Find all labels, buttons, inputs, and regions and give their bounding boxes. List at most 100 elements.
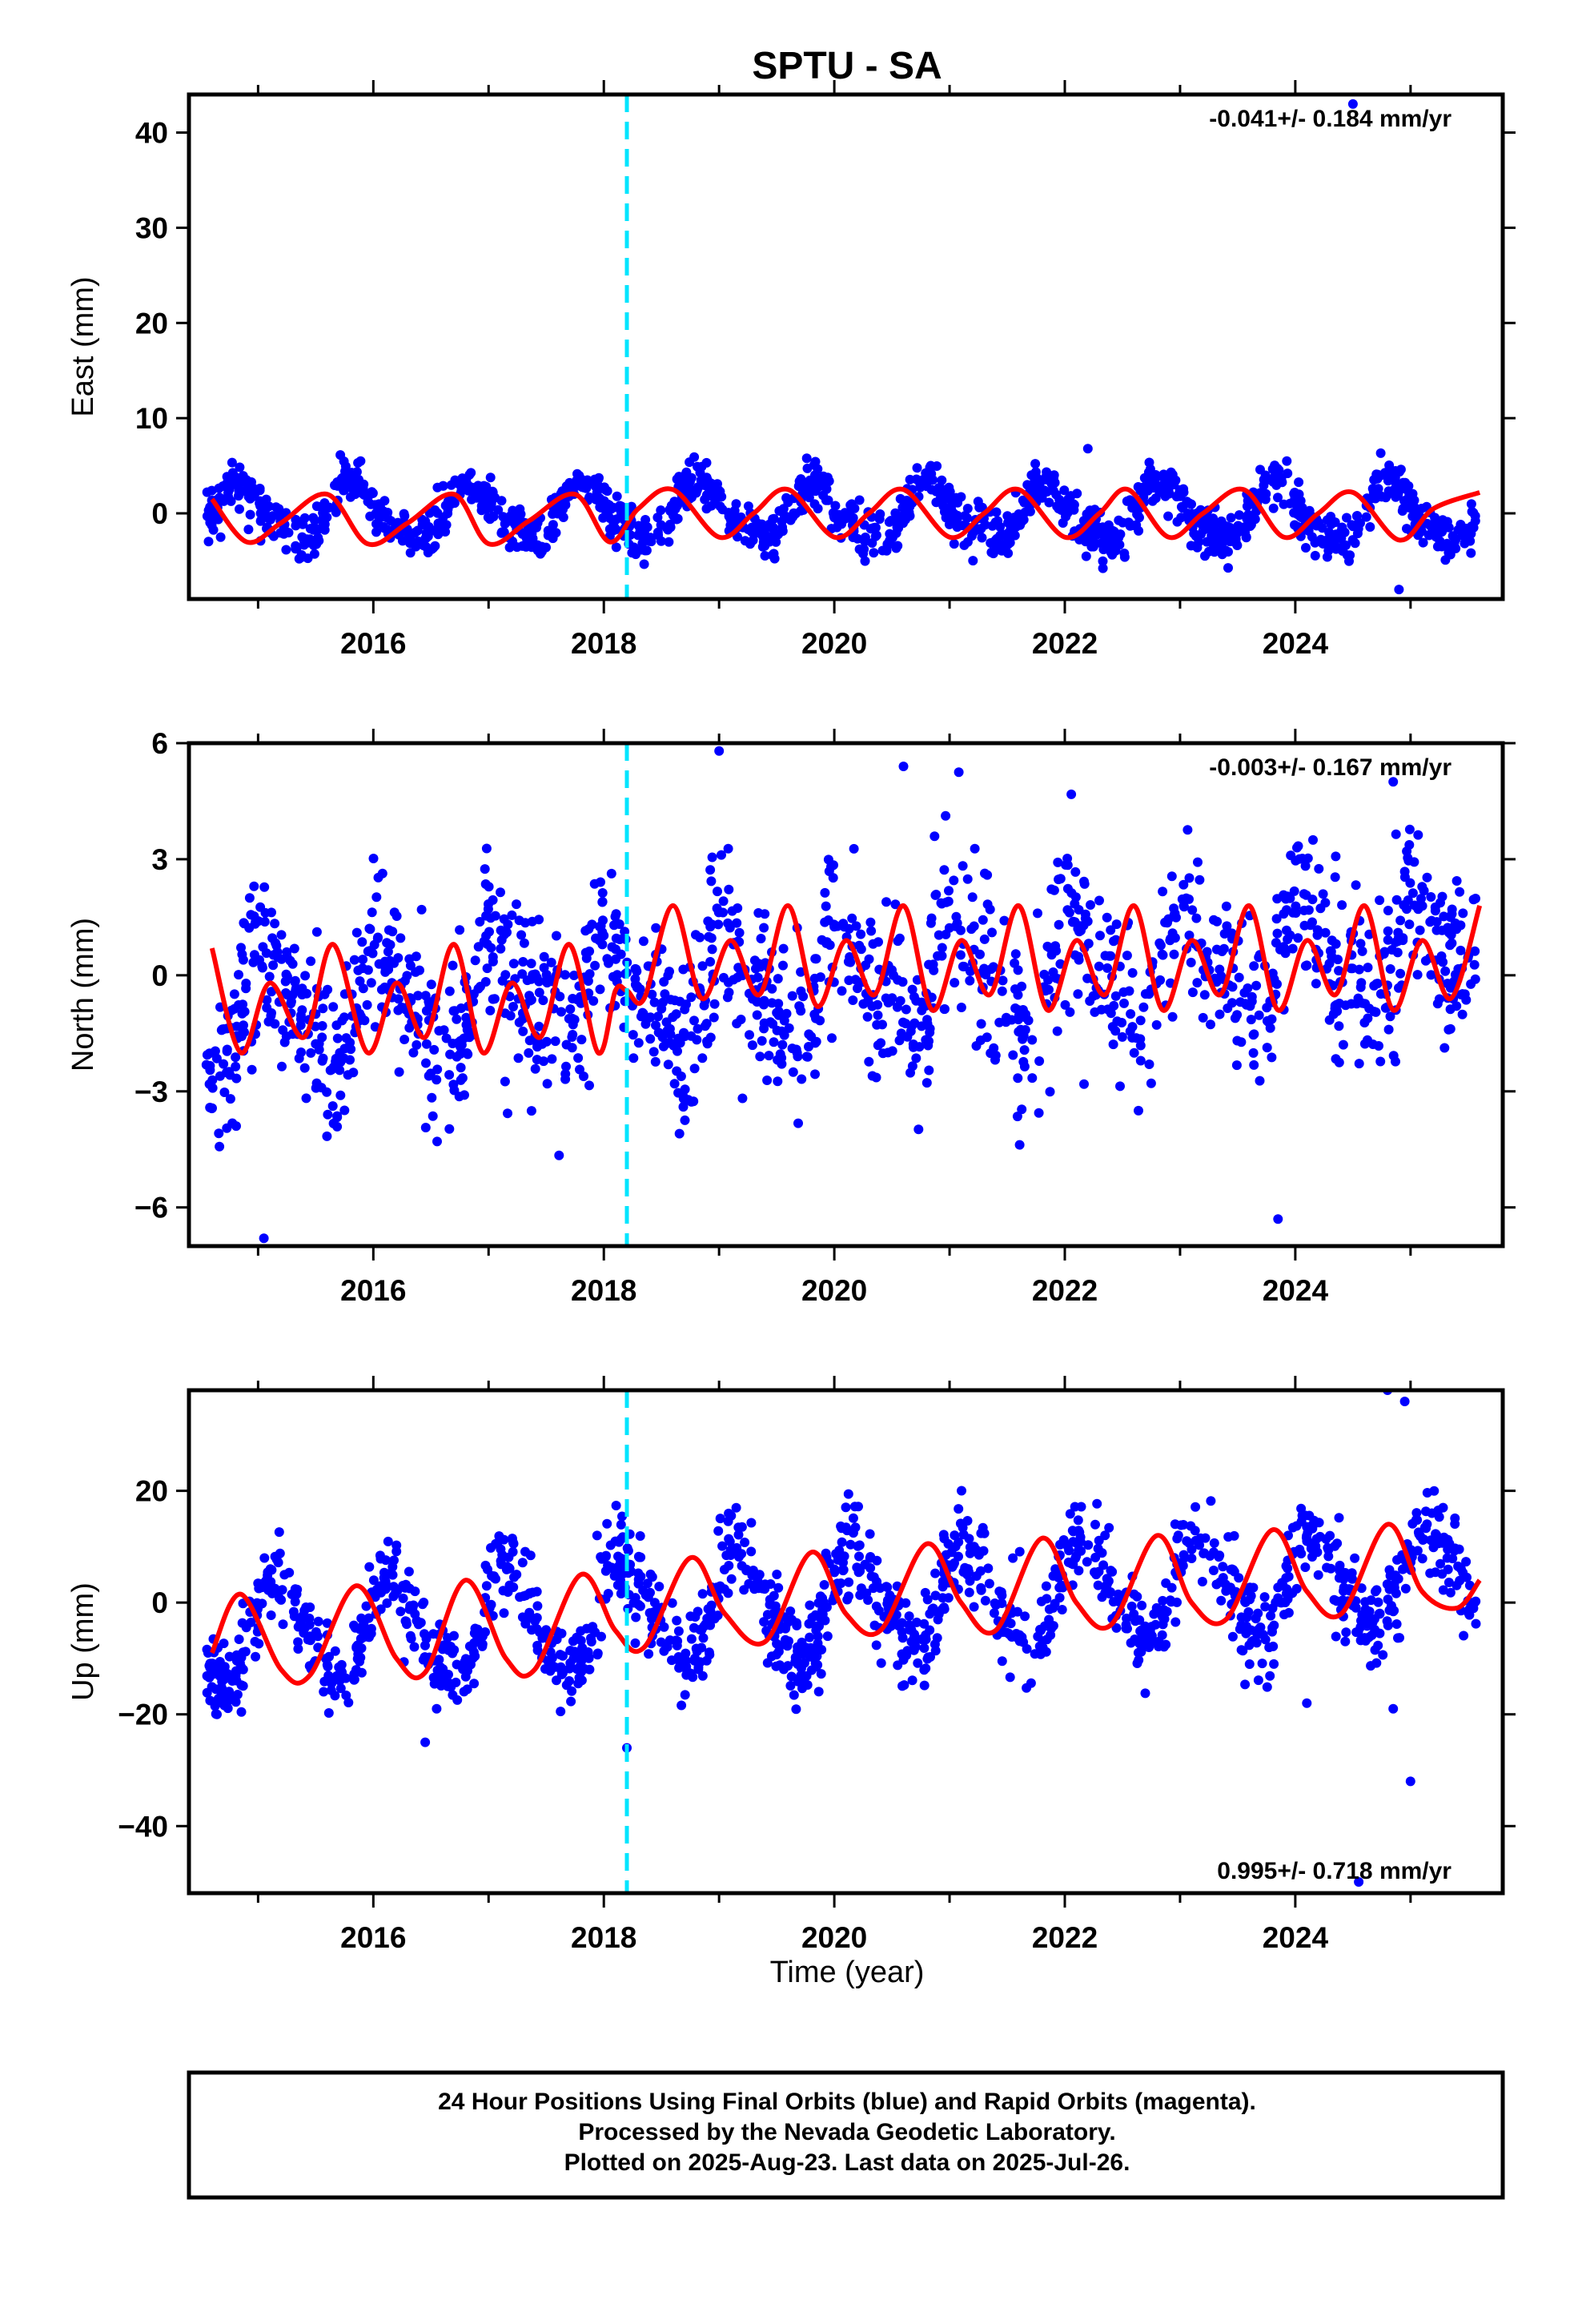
data-point [1103, 520, 1114, 530]
data-point [576, 1626, 586, 1636]
data-point [774, 1641, 785, 1651]
data-point [1042, 1594, 1052, 1604]
data-point [566, 1696, 576, 1707]
data-point [1222, 921, 1232, 931]
data-point [949, 875, 959, 886]
data-point [631, 1612, 641, 1622]
data-point [1109, 936, 1118, 947]
velocity-rate-label: -0.041+/- 0.184 mm/yr [1209, 106, 1452, 132]
data-point [1373, 1597, 1383, 1607]
data-point [665, 1037, 675, 1047]
data-point [1403, 487, 1414, 497]
data-point [375, 1581, 386, 1591]
data-point [939, 865, 950, 875]
data-point [1393, 1574, 1403, 1584]
data-point [647, 989, 657, 999]
data-point [543, 530, 553, 541]
data-point [239, 1027, 249, 1037]
data-point [439, 1025, 449, 1035]
data-point [257, 961, 267, 971]
data-point [556, 1628, 567, 1638]
data-point [237, 949, 247, 959]
data-point [1022, 1644, 1032, 1654]
data-point [789, 1690, 799, 1700]
data-point [1331, 851, 1341, 862]
x-tick-label: 2022 [1032, 1274, 1098, 1307]
data-point [709, 1012, 719, 1023]
data-point [1206, 1496, 1216, 1506]
data-point [695, 932, 705, 943]
data-point [1094, 895, 1104, 906]
data-point [1334, 966, 1344, 976]
data-point [616, 1589, 626, 1598]
data-point [456, 1075, 466, 1085]
data-point [1320, 927, 1331, 938]
data-point [481, 843, 492, 854]
data-point [1365, 522, 1375, 532]
data-point [1357, 946, 1367, 956]
data-point [903, 499, 913, 509]
data-point [1412, 970, 1423, 980]
data-point [1086, 530, 1097, 541]
data-point [1025, 506, 1035, 517]
data-point [962, 874, 973, 884]
data-point [665, 1029, 676, 1039]
data-point [740, 1538, 750, 1547]
data-point [560, 497, 570, 508]
data-point [756, 962, 766, 972]
data-point [1219, 929, 1230, 939]
data-point [500, 970, 511, 980]
data-point [205, 1660, 215, 1671]
data-point [557, 1668, 568, 1679]
data-point [1372, 979, 1383, 989]
data-point [539, 1056, 548, 1067]
data-point [837, 1537, 847, 1547]
data-point [412, 1039, 422, 1050]
data-point [1072, 489, 1082, 499]
data-point [1244, 1640, 1255, 1651]
data-point [267, 511, 278, 521]
data-point [955, 950, 966, 960]
data-point [389, 1555, 399, 1566]
data-point [409, 1642, 420, 1652]
data-point [810, 954, 821, 964]
data-point [1272, 928, 1283, 939]
data-point [322, 1087, 332, 1097]
data-point [802, 463, 813, 473]
data-point [382, 1598, 392, 1608]
data-point [516, 930, 527, 940]
data-point [279, 525, 290, 535]
data-point [1144, 989, 1154, 999]
data-point [204, 1672, 215, 1683]
data-point [1327, 935, 1337, 946]
data-point [999, 915, 1010, 926]
data-point [772, 1570, 782, 1579]
data-point [725, 1537, 735, 1546]
data-point [335, 1057, 346, 1068]
data-point [215, 532, 226, 542]
data-point [436, 1681, 446, 1691]
data-point [761, 1626, 772, 1636]
data-point [1070, 866, 1081, 877]
data-point [1010, 949, 1021, 959]
data-point [1366, 1661, 1376, 1671]
data-point [241, 983, 251, 994]
data-point [644, 1649, 654, 1659]
data-point [661, 522, 672, 533]
data-point [456, 1003, 466, 1013]
data-point [1034, 1056, 1045, 1066]
data-point [222, 1068, 231, 1078]
data-point [1158, 1595, 1168, 1606]
data-point [813, 504, 823, 514]
data-point [1215, 964, 1225, 975]
data-point [508, 1002, 518, 1011]
data-point [1428, 1542, 1439, 1553]
data-point [1041, 1647, 1051, 1657]
data-point [356, 1613, 367, 1623]
data-point [404, 1566, 414, 1577]
data-point [1098, 1560, 1109, 1570]
data-point [582, 475, 592, 485]
data-point [322, 1131, 332, 1141]
data-point [343, 1070, 353, 1080]
data-point [617, 1511, 627, 1522]
